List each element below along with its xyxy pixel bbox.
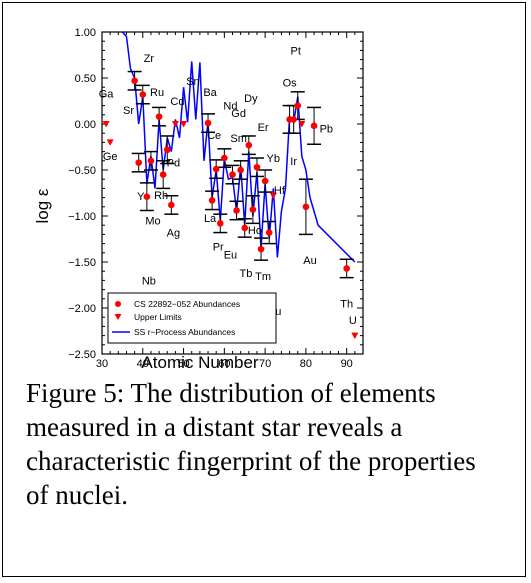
upper-limit-point <box>171 121 179 128</box>
element-label: Tm <box>255 271 271 283</box>
element-label: Pr <box>213 241 224 253</box>
figure-frame <box>2 2 526 577</box>
y-tick-label: 0.50 <box>75 73 96 85</box>
measured-point <box>208 197 216 204</box>
measured-point <box>249 206 257 213</box>
x-tick-label: 60 <box>218 358 230 370</box>
element-label: Ag <box>167 228 180 240</box>
x-tick-label: 90 <box>341 358 353 370</box>
element-label: Eu <box>224 250 237 262</box>
y-tick-label: −0.50 <box>68 165 96 177</box>
element-label: Sn <box>186 76 199 88</box>
measured-point <box>290 116 297 123</box>
x-tick-label: 70 <box>259 358 271 370</box>
x-axis-label: Atomic Number <box>141 353 258 372</box>
measured-point <box>233 207 240 214</box>
measured-point <box>212 165 220 173</box>
upper-limit-point <box>180 121 188 128</box>
element-label: Os <box>283 78 298 90</box>
measured-point <box>253 163 261 171</box>
measured-point <box>139 91 147 98</box>
y-tick-label: 1.00 <box>75 27 96 39</box>
plot-area: 30 40 50 60 70 80 90 1.00 0.50 0.00 −0.50 −1.00 −1.5… <box>68 27 364 370</box>
measured-point <box>245 141 253 149</box>
measured-point <box>221 154 228 162</box>
element-label: Sr <box>123 105 134 117</box>
element-label: Ir <box>290 156 297 168</box>
element-label: Nb <box>142 275 156 287</box>
element-label: Mo <box>145 216 160 228</box>
legend-limit-marker <box>114 314 122 320</box>
measured-point <box>168 201 175 209</box>
measured-point <box>163 146 171 154</box>
element-label: Tb <box>240 268 253 280</box>
x-tick-label: 40 <box>137 358 149 370</box>
element-label: Ba <box>203 87 217 99</box>
element-label: Cd <box>170 96 184 108</box>
measured-point <box>343 265 350 272</box>
element-label: U <box>349 315 357 327</box>
measured-point <box>237 166 244 174</box>
element-label: Ge <box>103 151 118 163</box>
measured-point <box>294 102 302 109</box>
measured-point <box>159 171 167 178</box>
element-label: Pt <box>291 45 301 57</box>
element-label: Er <box>258 122 269 134</box>
measured-point <box>310 122 318 130</box>
measured-point <box>155 113 163 120</box>
legend-entry: Upper Limits <box>134 312 182 322</box>
measured-point <box>204 119 212 127</box>
abundance-chart: log ε Atomic Number 30 40 50 60 70 80 90 1.00 0.… <box>33 27 364 372</box>
element-label: Hf <box>274 185 286 197</box>
measured-point <box>229 171 236 178</box>
element-label: Th <box>340 298 353 310</box>
legend-measured-marker <box>115 301 121 307</box>
legend-entry: CS 22892−052 Abundances <box>134 299 240 309</box>
measured-point <box>265 229 273 236</box>
upper-limit-point <box>106 139 114 146</box>
element-label: Zr <box>144 53 155 65</box>
element-label: Rh <box>154 190 168 202</box>
measured-point <box>216 220 224 227</box>
element-label: Dy <box>244 93 258 105</box>
legend-box <box>107 292 277 344</box>
upper-limit-point <box>269 192 277 200</box>
element-label: Pb <box>320 124 333 136</box>
legend-entry: SS r−Process Abundances <box>134 327 235 337</box>
measured-point <box>131 77 138 85</box>
element-label: Ga <box>99 89 115 101</box>
y-tick-label: −2.50 <box>68 349 96 361</box>
x-tick-label: 80 <box>300 358 312 370</box>
measured-point <box>257 245 265 253</box>
upper-limit-point <box>298 121 306 128</box>
measured-point <box>302 203 310 211</box>
measured-point <box>147 157 155 165</box>
x-tick-label: 50 <box>177 358 189 370</box>
y-tick-label: −1.00 <box>68 211 96 223</box>
element-label: Ce <box>207 130 221 142</box>
measured-point <box>143 193 151 200</box>
measured-point <box>135 159 143 166</box>
x-tick-label: 30 <box>96 358 108 370</box>
element-label: Y <box>137 191 145 203</box>
y-tick-label: −1.50 <box>68 257 96 269</box>
y-tick-label: 0.00 <box>75 119 96 131</box>
element-label: Au <box>303 255 316 267</box>
element-label: Ru <box>150 87 164 99</box>
element-label: La <box>204 213 217 225</box>
figure-caption: Figure 5: The distribution of elements m… <box>26 378 476 510</box>
element-label: Yb <box>267 153 280 165</box>
upper-limit-point <box>102 121 110 128</box>
element-label: Pd <box>167 158 180 170</box>
element-label: Gd <box>231 108 246 120</box>
element-label: Sm <box>230 133 247 145</box>
upper-limit-point <box>351 332 359 340</box>
measured-point <box>241 224 249 232</box>
y-axis-label: log ε <box>33 188 52 223</box>
y-tick-label: −2.00 <box>68 303 96 315</box>
element-label: Ho <box>248 225 262 237</box>
measured-point <box>261 177 269 185</box>
element-label: Nd <box>223 101 237 113</box>
